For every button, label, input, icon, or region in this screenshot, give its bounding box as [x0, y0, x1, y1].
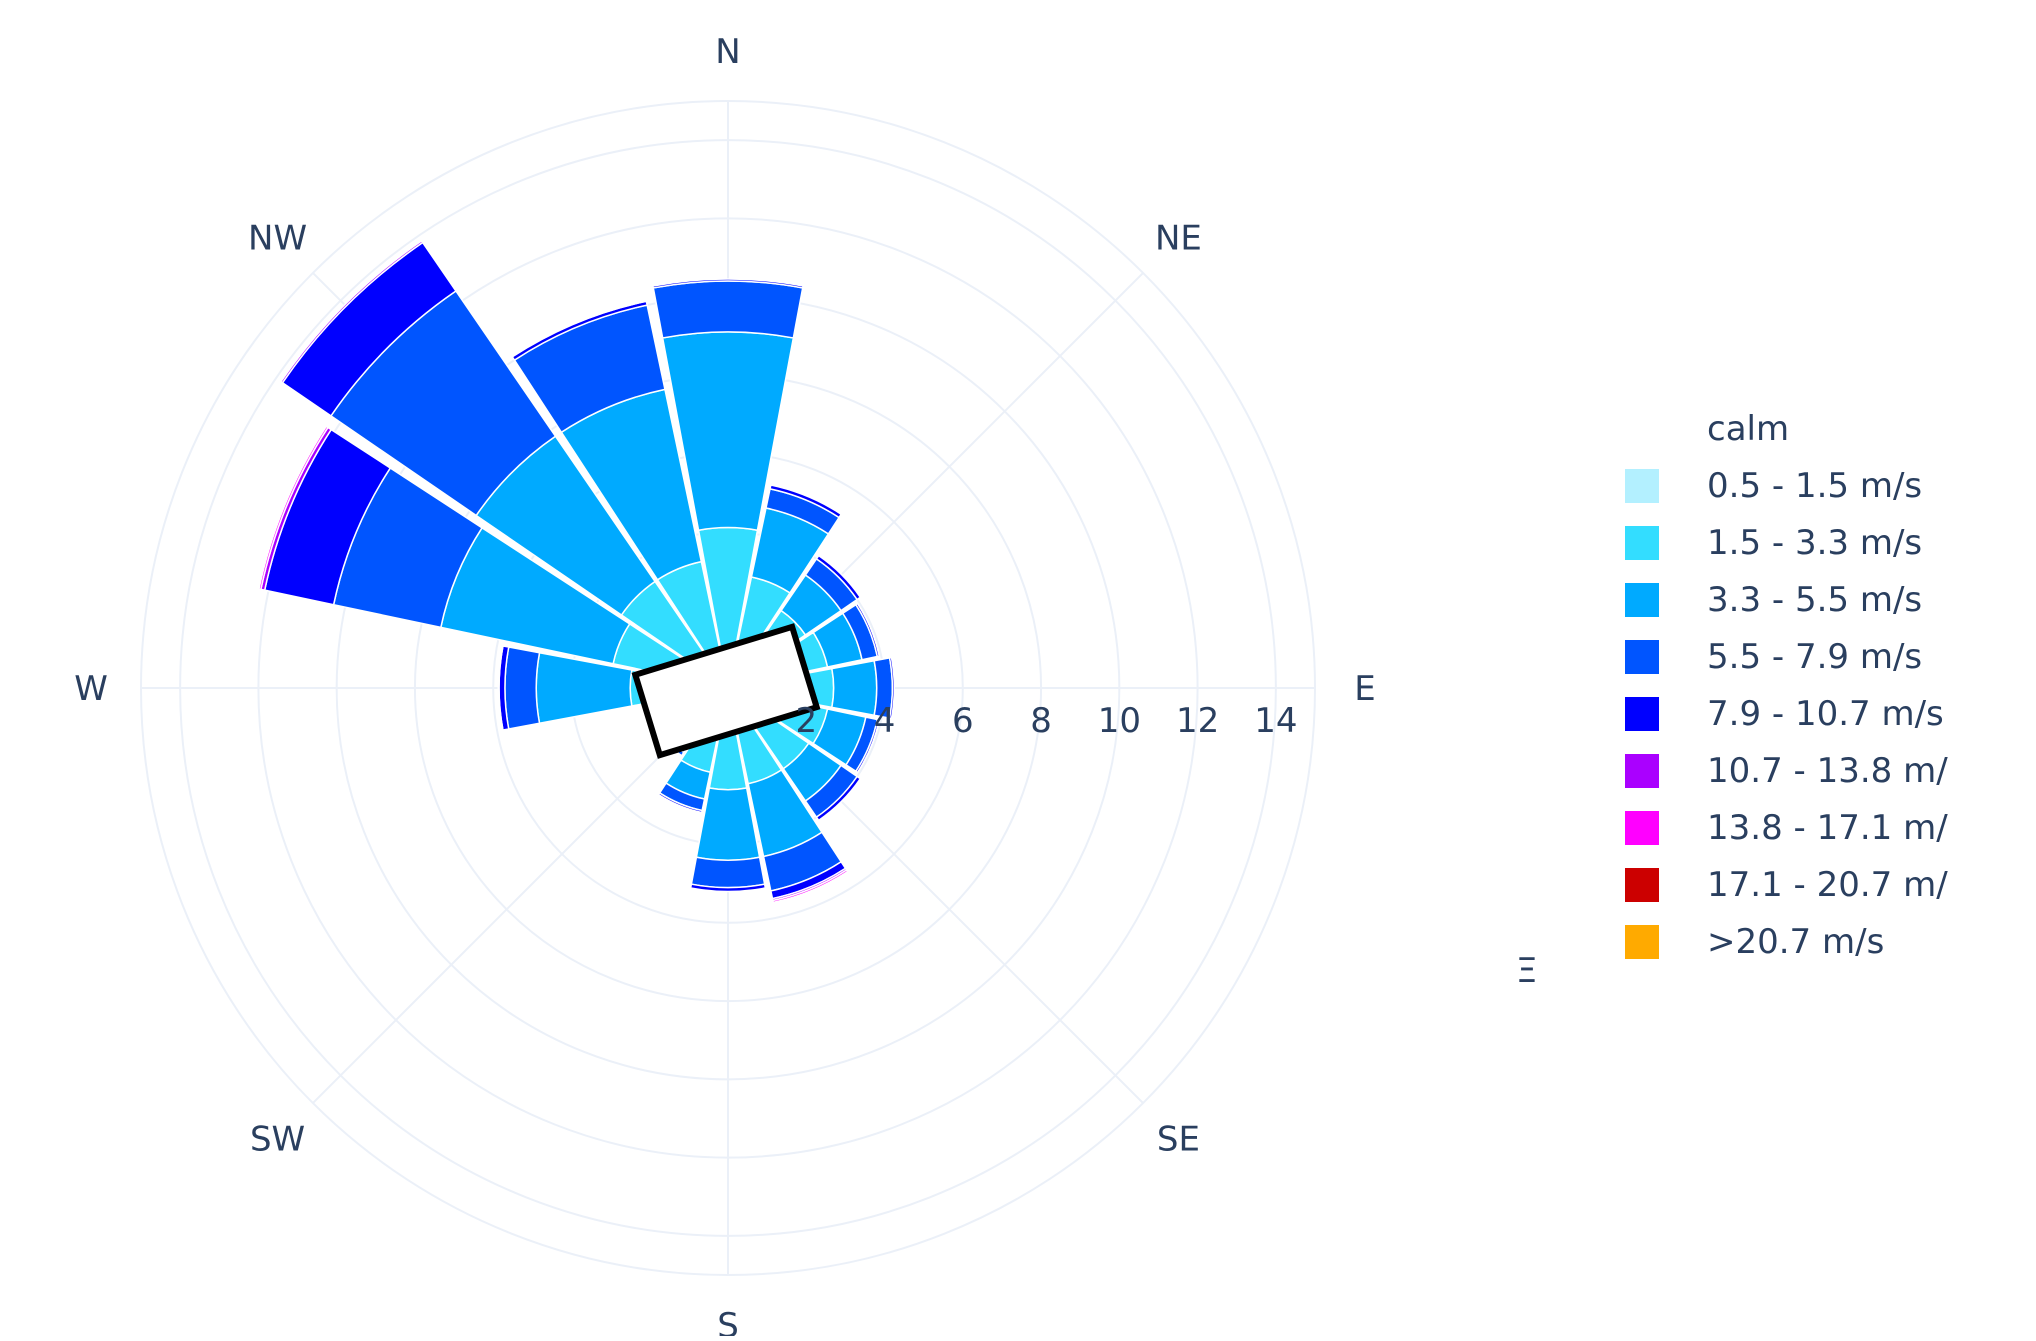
legend-label: 7.9 - 10.7 m/s — [1707, 694, 1944, 734]
bar-ese — [854, 718, 881, 774]
radial-tick-label: 6 — [952, 701, 974, 741]
radial-tick-label: 14 — [1254, 701, 1297, 741]
stray-label: Ξ — [1516, 951, 1537, 991]
compass-label-sw: SW — [250, 1119, 305, 1159]
legend-swatch — [1625, 811, 1659, 845]
compass-label-nw: NW — [248, 219, 307, 259]
axis-labels: 2 4 6 8 10 12 14 N NE E SE S SW W NW — [74, 32, 1376, 1341]
compass-label-e: E — [1354, 669, 1375, 709]
compass-label-s: S — [717, 1306, 739, 1336]
compass-label-se: SE — [1157, 1119, 1200, 1159]
legend-item[interactable]: 3.3 - 5.5 m/s — [1625, 580, 1922, 620]
legend-item[interactable]: >20.7 m/s — [1625, 922, 1884, 962]
legend-item[interactable]: 1.5 - 3.3 m/s — [1625, 523, 1922, 563]
legend-item[interactable]: 5.5 - 7.9 m/s — [1625, 637, 1922, 677]
legend-label: 17.1 - 20.7 m/ — [1707, 865, 1948, 905]
bar-e — [830, 659, 878, 717]
legend-label: 13.8 - 17.1 m/ — [1707, 808, 1948, 848]
legend[interactable]: calm 0.5 - 1.5 m/s 1.5 - 3.3 m/s 3.3 - 5.5 … — [1516, 409, 1948, 991]
radial-tick-label: 10 — [1098, 701, 1141, 741]
bar-n — [652, 280, 804, 339]
bar-w — [504, 646, 541, 730]
legend-swatch — [1625, 754, 1659, 788]
radial-tick-label: 8 — [1030, 701, 1052, 741]
legend-swatch — [1625, 583, 1659, 617]
legend-swatch — [1625, 469, 1659, 503]
legend-item[interactable]: 0.5 - 1.5 m/s — [1625, 466, 1922, 506]
bar-wnw — [258, 425, 329, 591]
annotation-box — [631, 623, 821, 759]
legend-label: 1.5 - 3.3 m/s — [1707, 523, 1922, 563]
bar-w — [497, 644, 504, 732]
bar-nnw — [510, 299, 648, 358]
compass-label-n: N — [715, 32, 740, 72]
bar-ssw — [657, 791, 704, 814]
legend-swatch — [1625, 640, 1659, 674]
legend-swatch — [1625, 868, 1659, 902]
compass-label-ne: NE — [1155, 219, 1202, 259]
bar-s — [695, 787, 761, 861]
radial-tick-label: 2 — [795, 701, 817, 741]
bar-ne — [815, 554, 862, 601]
bar-ene — [854, 602, 881, 658]
legend-title: calm — [1707, 409, 1789, 449]
radial-tick-label: 4 — [874, 701, 896, 741]
bar-nw — [279, 239, 424, 384]
legend-swatch — [1625, 697, 1659, 731]
legend-item[interactable]: 13.8 - 17.1 m/ — [1625, 808, 1948, 848]
bar-e — [888, 656, 896, 720]
bar-sse — [771, 868, 849, 904]
bar-se — [815, 775, 862, 822]
legend-item[interactable]: 17.1 - 20.7 m/ — [1625, 865, 1948, 905]
compass-label-w: W — [74, 669, 108, 709]
bar-s — [690, 856, 766, 889]
legend-label: 10.7 - 13.8 m/ — [1707, 751, 1948, 791]
bar-nne — [769, 484, 843, 519]
legend-label: >20.7 m/s — [1707, 922, 1884, 962]
annotation — [631, 623, 821, 759]
bar-n — [652, 278, 804, 289]
legend-label: 0.5 - 1.5 m/s — [1707, 466, 1922, 506]
legend-label: 5.5 - 7.9 m/s — [1707, 637, 1922, 677]
legend-item[interactable]: 10.7 - 13.8 m/ — [1625, 751, 1948, 791]
radial-tick-label: 12 — [1176, 701, 1219, 741]
legend-swatch — [1625, 526, 1659, 560]
legend-item[interactable]: 7.9 - 10.7 m/s — [1625, 694, 1944, 734]
bar-s — [689, 883, 767, 893]
legend-label: 3.3 - 5.5 m/s — [1707, 580, 1922, 620]
legend-swatch — [1625, 925, 1659, 959]
